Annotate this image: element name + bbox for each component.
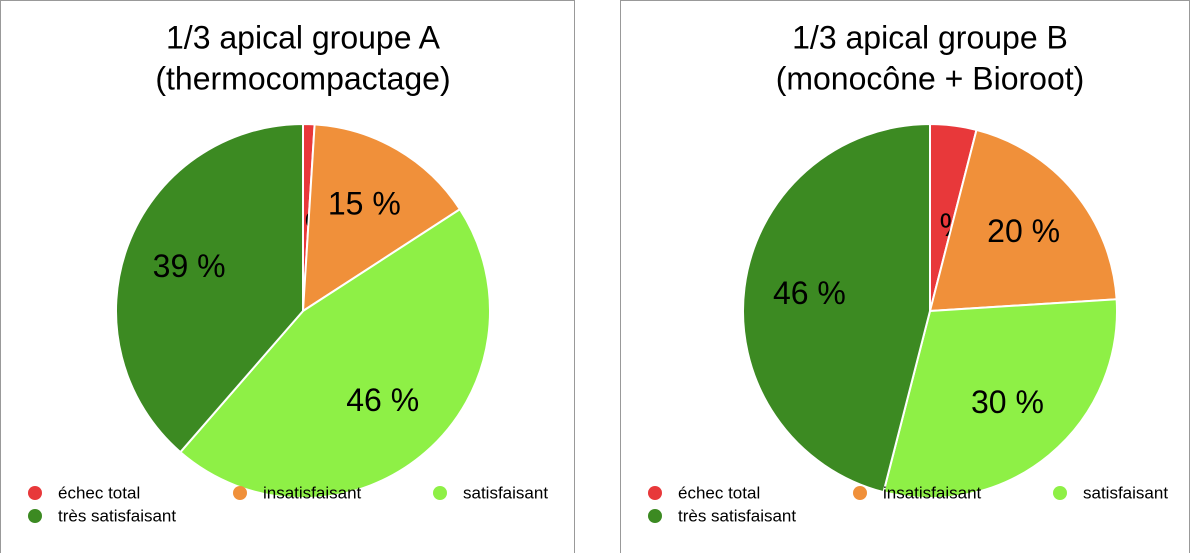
chart-subtitle: (monocône + Bioroot)	[776, 60, 1085, 96]
legend-label: insatisfaisant	[263, 483, 362, 502]
chart-title: 1/3 apical groupe B	[792, 19, 1068, 55]
data-label: 15 %	[328, 186, 401, 222]
legend-label: très satisfaisant	[58, 506, 176, 525]
data-label: 20 %	[987, 213, 1060, 249]
chart-frame	[620, 0, 1190, 553]
chart-subtitle: (thermocompactage)	[155, 60, 450, 96]
data-label: 39 %	[153, 248, 226, 284]
legend-marker	[648, 509, 662, 523]
legend-label: satisfaisant	[1083, 483, 1168, 502]
legend-label: satisfaisant	[463, 483, 548, 502]
data-label: 46 %	[773, 275, 846, 311]
legend-label: échec total	[678, 483, 760, 502]
pie-slice	[115, 122, 304, 454]
pie-slice	[742, 122, 931, 494]
legend-label: échec total	[58, 483, 140, 502]
legend-label: insatisfaisant	[883, 483, 982, 502]
legend-label: très satisfaisant	[678, 506, 796, 525]
legend-marker	[648, 486, 662, 500]
legend-marker	[433, 486, 447, 500]
chart-frame	[0, 0, 575, 553]
data-label: 30 %	[971, 384, 1044, 420]
legend-marker	[233, 486, 247, 500]
pie-slice	[301, 123, 462, 313]
data-label: 46 %	[346, 382, 419, 418]
legend-marker	[1053, 486, 1067, 500]
legend-marker	[28, 509, 42, 523]
legend-marker	[28, 486, 42, 500]
chart-title: 1/3 apical groupe A	[166, 19, 441, 55]
pie-slice	[928, 128, 1118, 313]
pie-slice	[882, 298, 1118, 499]
legend-marker	[853, 486, 867, 500]
